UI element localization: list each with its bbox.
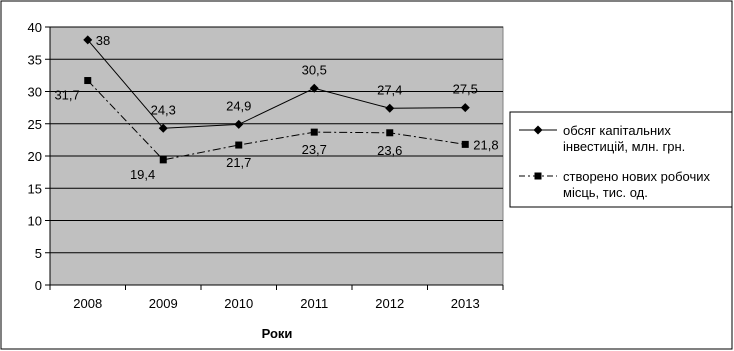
y-tick-label: 30 xyxy=(28,85,42,100)
legend-label: інвестицій, млн. грн. xyxy=(563,139,685,154)
legend-marker xyxy=(534,172,542,180)
y-tick-label: 20 xyxy=(28,149,42,164)
x-tick-label: 2010 xyxy=(224,296,253,311)
data-label: 21,7 xyxy=(226,155,251,170)
y-tick-label: 5 xyxy=(35,246,42,261)
y-tick-label: 15 xyxy=(28,181,42,196)
data-point xyxy=(310,128,318,136)
x-tick-label: 2011 xyxy=(300,296,328,311)
x-tick-label: 2012 xyxy=(375,296,404,311)
x-tick-label: 2008 xyxy=(73,296,102,311)
data-label: 24,9 xyxy=(226,98,251,113)
x-tick-labels: 2008 2009 2010 2011 2012 2013 xyxy=(49,285,504,311)
y-tick-labels: 0 5 10 15 20 25 30 35 40 xyxy=(28,20,50,293)
data-point xyxy=(461,140,469,148)
series-line xyxy=(87,80,466,161)
data-label: 23,7 xyxy=(302,142,327,157)
data-label: 27,4 xyxy=(377,82,402,97)
data-point xyxy=(84,77,92,85)
data-point xyxy=(158,123,168,133)
data-label: 38 xyxy=(96,33,110,48)
data-point xyxy=(460,103,470,113)
data-point xyxy=(385,103,395,113)
legend-marker xyxy=(533,125,543,135)
series-line xyxy=(87,39,466,129)
y-tick-label: 25 xyxy=(28,117,42,132)
data-point xyxy=(309,83,319,93)
y-tick-label: 35 xyxy=(28,52,42,67)
legend-label: місць, тис. од. xyxy=(563,185,648,200)
data-label: 30,5 xyxy=(302,62,327,77)
data-point xyxy=(83,35,93,45)
legend-label: обсяг капітальних xyxy=(563,123,671,138)
data-point xyxy=(235,141,243,149)
data-label: 23,6 xyxy=(377,143,402,158)
data-label: 31,7 xyxy=(54,88,79,103)
data-label: 19,4 xyxy=(130,167,155,182)
legend-label: створено нових робочих xyxy=(563,169,710,184)
data-label: 24,3 xyxy=(151,102,176,117)
x-tick-label: 2009 xyxy=(149,296,178,311)
x-tick-label: 2013 xyxy=(451,296,480,311)
data-labels: 38 24,3 24,9 30,5 27,4 27,5 31,7 19,4 21,7 23,7 23… xyxy=(54,33,498,182)
series xyxy=(83,35,470,164)
data-point xyxy=(386,129,394,137)
data-label: 21,8 xyxy=(473,137,498,152)
gridlines xyxy=(50,26,503,254)
data-point xyxy=(234,119,244,129)
y-tick-label: 10 xyxy=(28,214,42,229)
data-label: 27,5 xyxy=(453,82,478,97)
y-tick-label: 40 xyxy=(28,20,42,35)
data-point xyxy=(159,156,167,164)
legend-box xyxy=(509,111,733,208)
y-tick-label: 0 xyxy=(35,278,42,293)
x-axis-title: Роки xyxy=(262,326,293,341)
